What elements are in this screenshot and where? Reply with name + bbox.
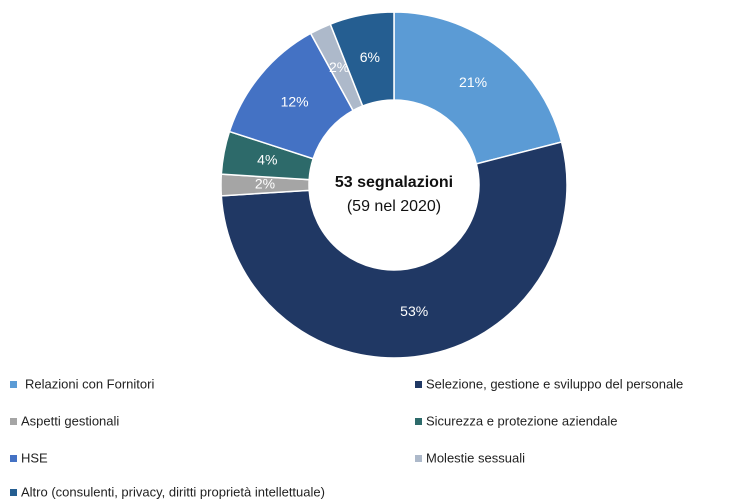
legend-swatch [415, 455, 422, 462]
legend-label: Sicurezza e protezione aziendale [426, 413, 618, 428]
legend-label: Molestie sessuali [426, 450, 525, 465]
legend-swatch [10, 455, 17, 462]
legend-label: Relazioni con Fornitori [25, 376, 154, 391]
slice-label: 6% [360, 49, 380, 65]
center-subtitle: (59 nel 2020) [347, 198, 441, 215]
legend-label: Altro (consulenti, privacy, diritti prop… [21, 484, 325, 499]
slice-label: 12% [281, 93, 309, 109]
slice-label: 4% [257, 152, 277, 168]
legend-swatch [10, 418, 17, 425]
slice [220, 141, 568, 359]
legend-label: Aspetti gestionali [21, 413, 119, 428]
slice-label: 2% [255, 176, 275, 192]
legend-swatch [415, 381, 422, 388]
legend-label: HSE [21, 450, 48, 465]
slice-label: 53% [400, 303, 428, 319]
legend-swatch [10, 381, 17, 388]
slice-label: 2% [329, 59, 349, 75]
slice [393, 11, 563, 165]
center-title: 53 segnalazioni [335, 174, 453, 191]
legend-swatch [415, 418, 422, 425]
slice-label: 21% [459, 74, 487, 90]
legend-label: Selezione, gestione e sviluppo del perso… [426, 376, 683, 391]
slice [329, 11, 395, 107]
legend-swatch [10, 489, 17, 496]
